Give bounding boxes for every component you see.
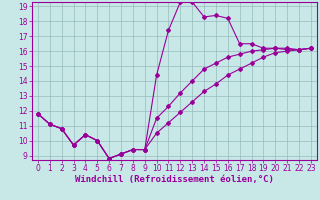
X-axis label: Windchill (Refroidissement éolien,°C): Windchill (Refroidissement éolien,°C) [75,175,274,184]
